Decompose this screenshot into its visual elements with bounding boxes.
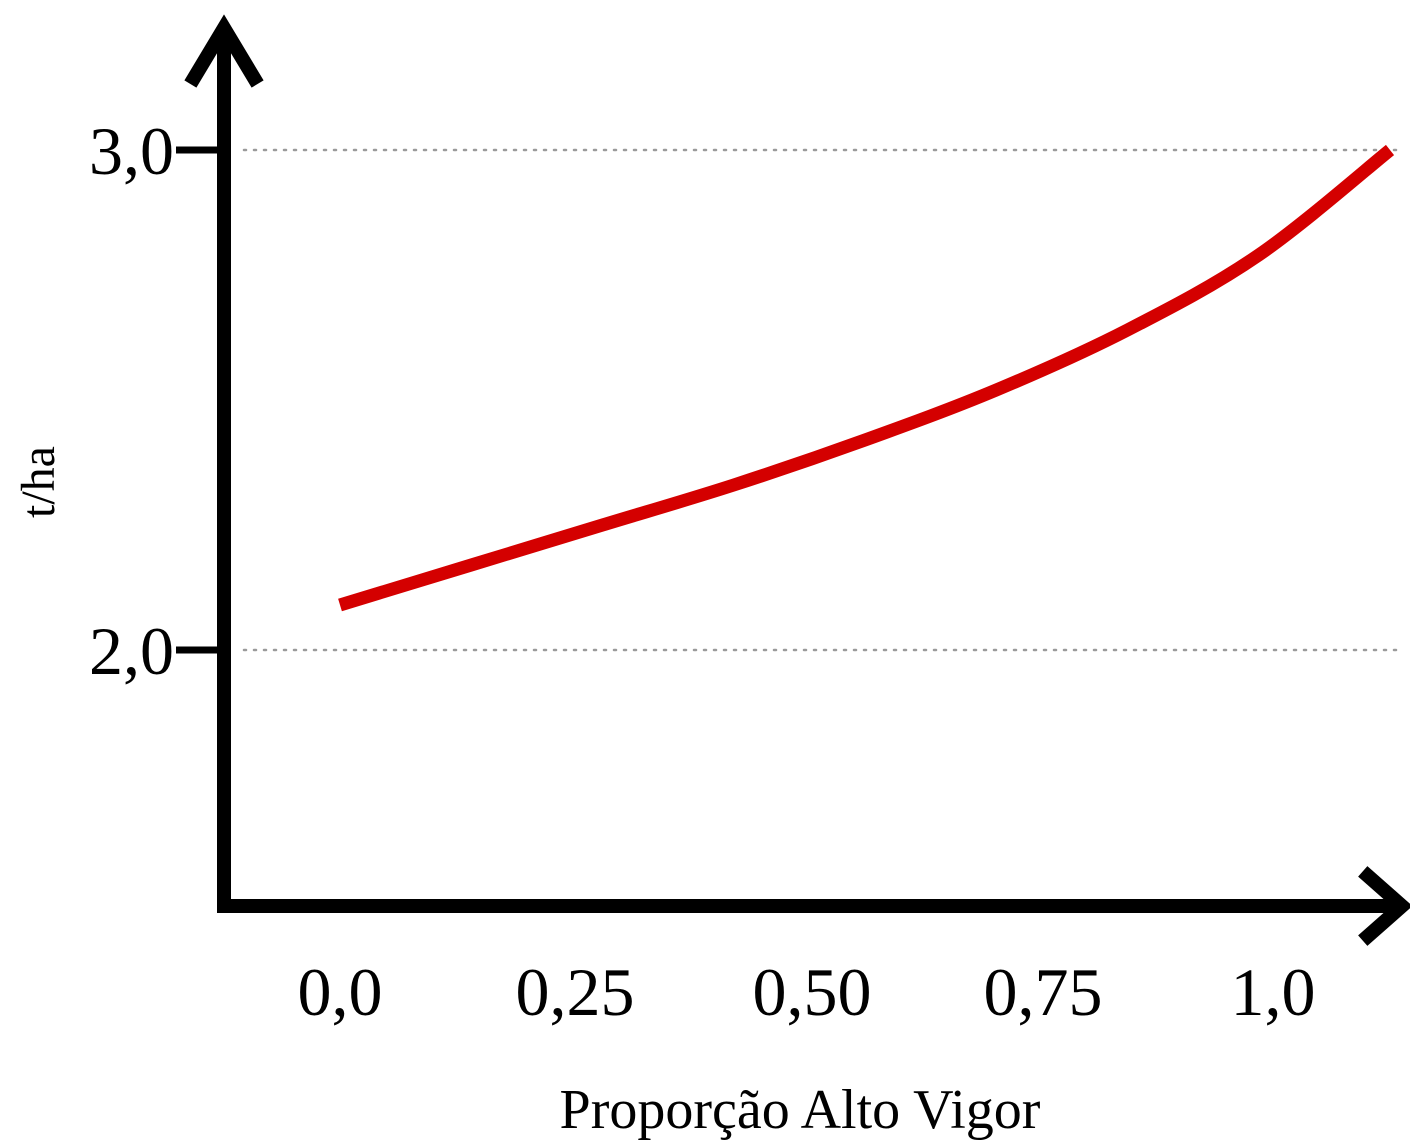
x-tick-label: 1,0: [1231, 954, 1316, 1030]
x-ticks: 0,0 0,25 0,50 0,75 1,0: [298, 954, 1316, 1030]
x-tick-label: 0,25: [516, 954, 635, 1030]
x-tick-label: 0,75: [984, 954, 1103, 1030]
grid-lines: [242, 148, 1404, 652]
y-tick-label: 2,0: [89, 613, 174, 689]
x-axis-arrowhead: [1358, 866, 1410, 946]
y-ticks: 2,0 3,0: [89, 113, 224, 689]
x-tick-label: 0,50: [753, 954, 872, 1030]
x-axis-label: Proporção Alto Vigor: [560, 1079, 1041, 1141]
x-tick-label: 0,0: [298, 954, 383, 1030]
series: [338, 144, 1395, 612]
series-line: [338, 144, 1395, 612]
axes: [184, 14, 1410, 946]
y-axis-label: t/ha: [12, 446, 65, 518]
y-axis-arrowhead: [184, 14, 264, 88]
y-tick-label: 3,0: [89, 113, 174, 189]
